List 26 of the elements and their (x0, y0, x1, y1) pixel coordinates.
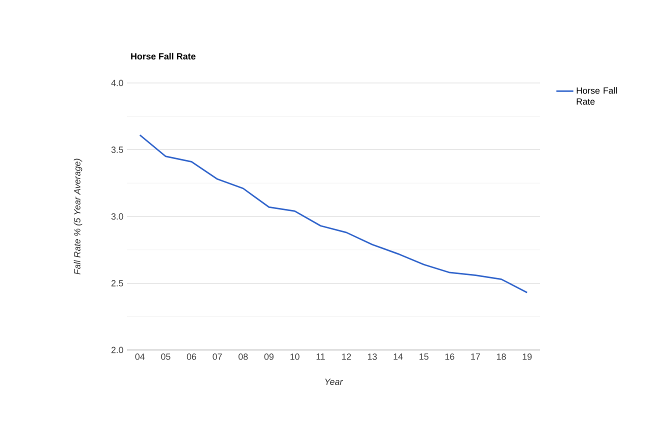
y-axis-title: Fall Rate % (5 Year Average) (74, 158, 82, 274)
x-tick-label: 14 (394, 354, 403, 360)
x-tick-label: 19 (522, 354, 532, 360)
chart-title: Horse Fall Rate (131, 52, 196, 60)
x-tick-label: 17 (471, 354, 480, 360)
x-tick-label: 18 (496, 354, 506, 360)
x-tick-label: 15 (420, 354, 428, 360)
x-tick-label: 08 (238, 354, 248, 360)
x-tick-label: 05 (161, 354, 170, 360)
y-tick-label: 3.5 (111, 146, 124, 153)
x-tick-label: 11 (316, 354, 325, 360)
x-tick-label: 16 (445, 354, 454, 360)
x-axis-title: Year (325, 378, 344, 385)
y-tick-label: 2.0 (111, 346, 124, 354)
legend-label: Horse Fall Rate (576, 87, 617, 105)
x-tick-label: 04 (135, 354, 145, 360)
x-tick-label: 13 (368, 354, 377, 360)
line-series (139, 134, 528, 294)
y-tick-label: 3.0 (111, 213, 124, 220)
y-tick-label: 2.5 (111, 280, 124, 286)
x-tick-label: 10 (290, 354, 300, 360)
x-tick-label: 12 (342, 354, 351, 360)
y-tick-label: 4.0 (111, 80, 124, 86)
x-tick-label: 09 (264, 354, 274, 360)
x-tick-label: 06 (186, 354, 196, 360)
x-tick-label: 07 (212, 354, 222, 360)
